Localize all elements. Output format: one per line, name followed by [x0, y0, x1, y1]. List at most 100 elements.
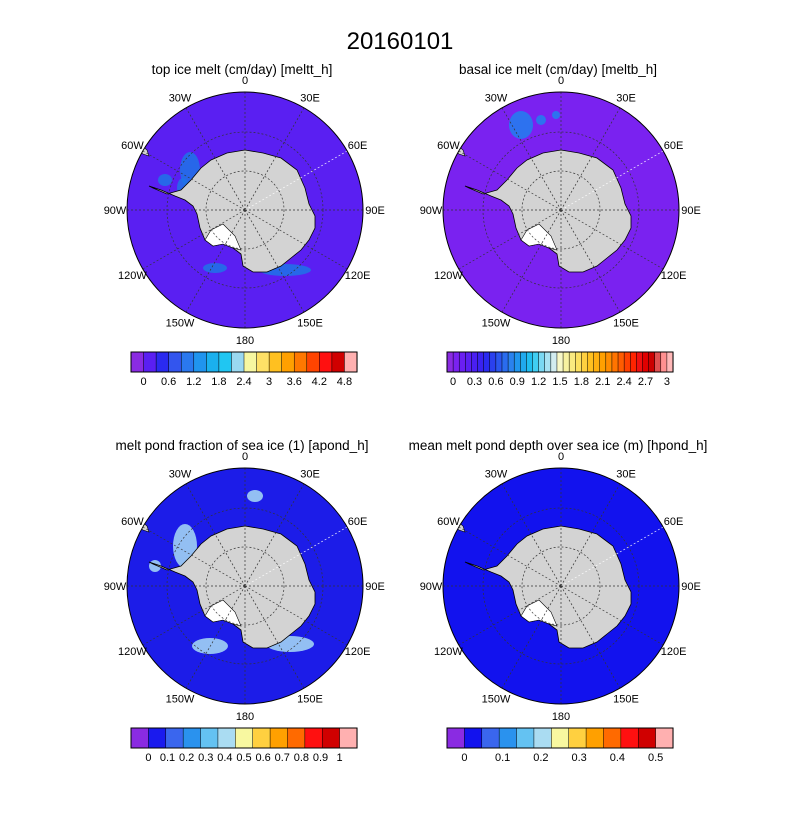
colorbar-swatch	[217, 727, 236, 749]
meridian-label: 150W	[166, 694, 195, 706]
map-border	[442, 91, 680, 329]
meridian-label: 150E	[297, 318, 323, 330]
meridian-label: 30E	[616, 468, 636, 480]
colorbar-label: 0.2	[533, 752, 549, 764]
colorbar-swatch	[551, 727, 570, 749]
colorbar-label: 1.2	[186, 376, 202, 388]
ice-shelf	[204, 223, 242, 251]
colorbar-swatch	[344, 351, 358, 373]
colorbar-swatch	[611, 351, 619, 373]
colorbar-label: 0.5	[647, 752, 664, 764]
colorbar-swatch	[623, 351, 631, 373]
meridian-label: 30W	[485, 468, 508, 480]
panel-basal-ice-melt: basal ice melt (cm/day) [meltb_h] 0 30E 60…	[363, 62, 753, 462]
colorbar-swatch	[562, 351, 570, 373]
meridian-label: 180	[552, 711, 570, 723]
colorbar: 0 0.6 1.2 1.8 2.4 3 3.6 4.2 4.8	[130, 351, 358, 392]
meridian-label: 180	[236, 711, 254, 723]
polar-map: 0 30E 60E 90E 120E 150E 180 150W 120W 90W 60W 30W	[420, 451, 701, 723]
colorbar-swatch	[585, 727, 605, 749]
colorbar-swatch	[581, 351, 589, 373]
ice-shelf	[204, 599, 242, 627]
colorbar-label: 0.3	[466, 376, 483, 388]
map-border	[442, 467, 680, 705]
meridian-label: 30E	[300, 468, 320, 480]
colorbar-label: 1.2	[530, 376, 547, 388]
colorbar-label: 2.4	[616, 376, 632, 388]
colorbar-label: 0.9	[509, 376, 525, 388]
colorbar-label: 0.6	[255, 752, 271, 764]
latitude-gridline	[205, 546, 285, 626]
colorbar-label: 0	[145, 752, 152, 764]
colorbar-swatch	[660, 351, 668, 373]
panel-title: mean melt pond depth over sea ice (m) [h…	[408, 438, 708, 453]
field-patch	[509, 111, 533, 139]
colorbar-swatch	[304, 727, 323, 749]
colorbar-swatch	[339, 727, 358, 749]
colorbar-swatch	[513, 351, 521, 373]
meridian-label: 90W	[420, 581, 443, 593]
colorbar-label: 0.1	[494, 752, 511, 764]
colorbar-label: 0.6	[488, 376, 504, 388]
colorbar-label: 4.8	[336, 376, 353, 388]
colorbar-swatch	[231, 351, 245, 373]
colorbar-label: 1.8	[573, 376, 590, 388]
meridian-label: 120W	[434, 646, 463, 658]
meridian-label: 90W	[420, 205, 443, 217]
colorbar-label: 0.4	[609, 752, 626, 764]
colorbar-swatch	[458, 351, 466, 373]
colorbar-swatch	[269, 727, 289, 749]
colorbar-swatch	[489, 351, 497, 373]
colorbar-swatch	[281, 351, 295, 373]
colorbar-swatch	[593, 351, 601, 373]
meridian-label: 0	[242, 75, 248, 87]
meridian-label: 150E	[613, 318, 639, 330]
panel-title: basal ice melt (cm/day) [meltb_h]	[458, 62, 658, 77]
colorbar-swatch	[218, 351, 232, 373]
colorbar-label: 1.5	[552, 376, 568, 388]
map-border	[126, 91, 364, 329]
meridian-label: 30W	[169, 92, 192, 104]
colorbar-swatch	[501, 351, 509, 373]
colorbar-label: 2.4	[236, 376, 252, 388]
meridian-label: 30E	[616, 92, 636, 104]
colorbar-label: 0	[450, 376, 457, 388]
colorbar-label: 0.8	[293, 752, 310, 764]
latitude-gridline	[205, 170, 285, 250]
colorbar-swatch	[520, 351, 527, 373]
colorbar-swatch	[526, 351, 534, 373]
meridian-label: 0	[558, 75, 564, 87]
colorbar-label: 2.1	[595, 376, 611, 388]
colorbar-swatch	[532, 351, 540, 373]
colorbar-swatch	[544, 351, 552, 373]
meridian-label: 30E	[300, 92, 320, 104]
colorbar-swatch	[533, 727, 552, 749]
meridian-label: 60W	[121, 516, 144, 528]
meridian-label: 30W	[169, 468, 192, 480]
colorbar-swatch	[556, 351, 564, 373]
map-border	[126, 467, 364, 705]
field-patch	[247, 490, 263, 502]
colorbar-swatch	[446, 727, 465, 749]
polar-map: 0 30E 60E 90E 120E 150E 180 150W 120W 90W 60W 30W	[104, 75, 385, 347]
colorbar-swatch	[620, 727, 639, 749]
meridian-label: 60E	[664, 516, 684, 528]
colorbar-swatch	[477, 351, 485, 373]
panel-title: melt pond fraction of sea ice (1) [apond…	[115, 438, 369, 453]
meridian-label: 150W	[166, 318, 195, 330]
colorbar-swatch	[130, 727, 149, 749]
colorbar-swatch	[331, 351, 345, 373]
panel-melt-pond-fraction: melt pond fraction of sea ice (1) [apond…	[47, 438, 437, 838]
colorbar-label: 0.6	[161, 376, 177, 388]
colorbar-label: 0.5	[236, 752, 252, 764]
colorbar-label: 4.2	[311, 376, 327, 388]
meridian-label: 30W	[485, 92, 508, 104]
colorbar-label: 0	[461, 752, 468, 764]
meridian-label: 120E	[661, 270, 687, 282]
latitude-gridline	[521, 170, 601, 250]
colorbar-swatch	[287, 727, 306, 749]
colorbar-swatch	[637, 727, 657, 749]
colorbar-swatch	[666, 351, 674, 373]
colorbar-label: 1	[336, 752, 343, 764]
field-patch	[158, 174, 172, 186]
